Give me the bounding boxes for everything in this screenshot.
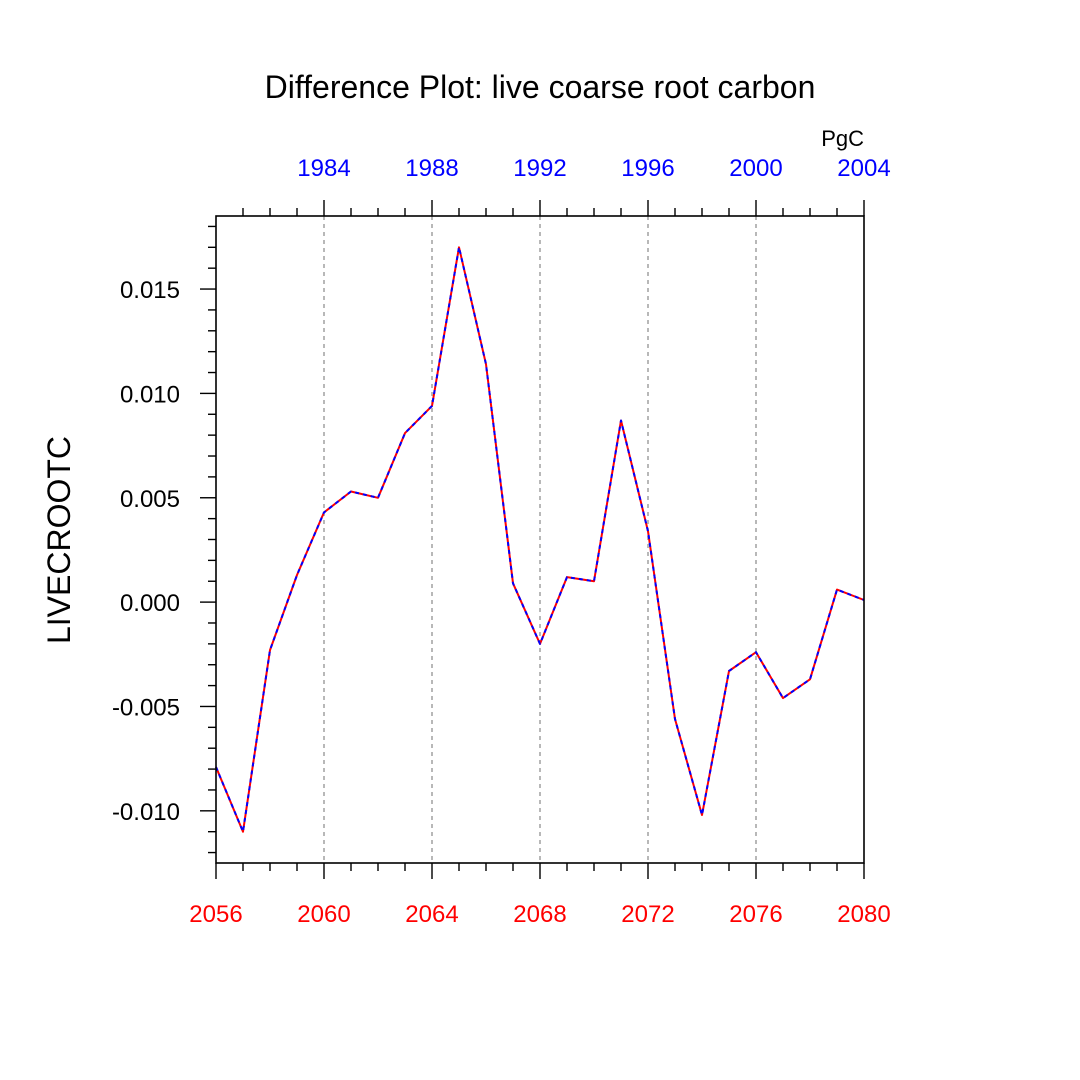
x-top-tick-label: 1988 (405, 155, 458, 182)
x-top-tick-label: 2000 (729, 155, 782, 182)
x-bottom-tick-label: 2056 (189, 901, 242, 928)
y-tick-label: 0.000 (120, 590, 180, 617)
y-tick-label: 0.010 (120, 381, 180, 408)
tick-labels: 2056 2060 2064 2068 2072 2076 2080 1984 1988 1992… (112, 155, 891, 928)
plot-frame (215, 215, 865, 864)
x-top-tick-label: 1996 (621, 155, 674, 182)
y-tick-label: -0.010 (112, 799, 180, 826)
x-bottom-tick-label: 2072 (621, 901, 674, 928)
units-label: PgC (821, 126, 864, 151)
x-top-tick-label: 1984 (297, 155, 350, 182)
x-bottom-tick-label: 2080 (837, 901, 890, 928)
x-bottom-tick-label: 2064 (405, 901, 458, 928)
series-line-blue (215, 246, 865, 833)
x-bottom-tick-label: 2076 (729, 901, 782, 928)
y-tick-label: -0.005 (112, 694, 180, 721)
x-top-tick-label: 1992 (513, 155, 566, 182)
x-bottom-tick-label: 2068 (513, 901, 566, 928)
series-group (215, 246, 865, 833)
x-top-tick-label: 2004 (837, 155, 890, 182)
axis-ticks (200, 200, 865, 879)
chart-title: Difference Plot: live coarse root carbon (265, 69, 816, 105)
x-bottom-tick-label: 2060 (297, 901, 350, 928)
grid-lines (323, 216, 757, 863)
y-axis-label: LIVECROOTC (41, 436, 77, 644)
y-tick-label: 0.015 (120, 277, 180, 304)
y-tick-label: 0.005 (120, 486, 180, 513)
